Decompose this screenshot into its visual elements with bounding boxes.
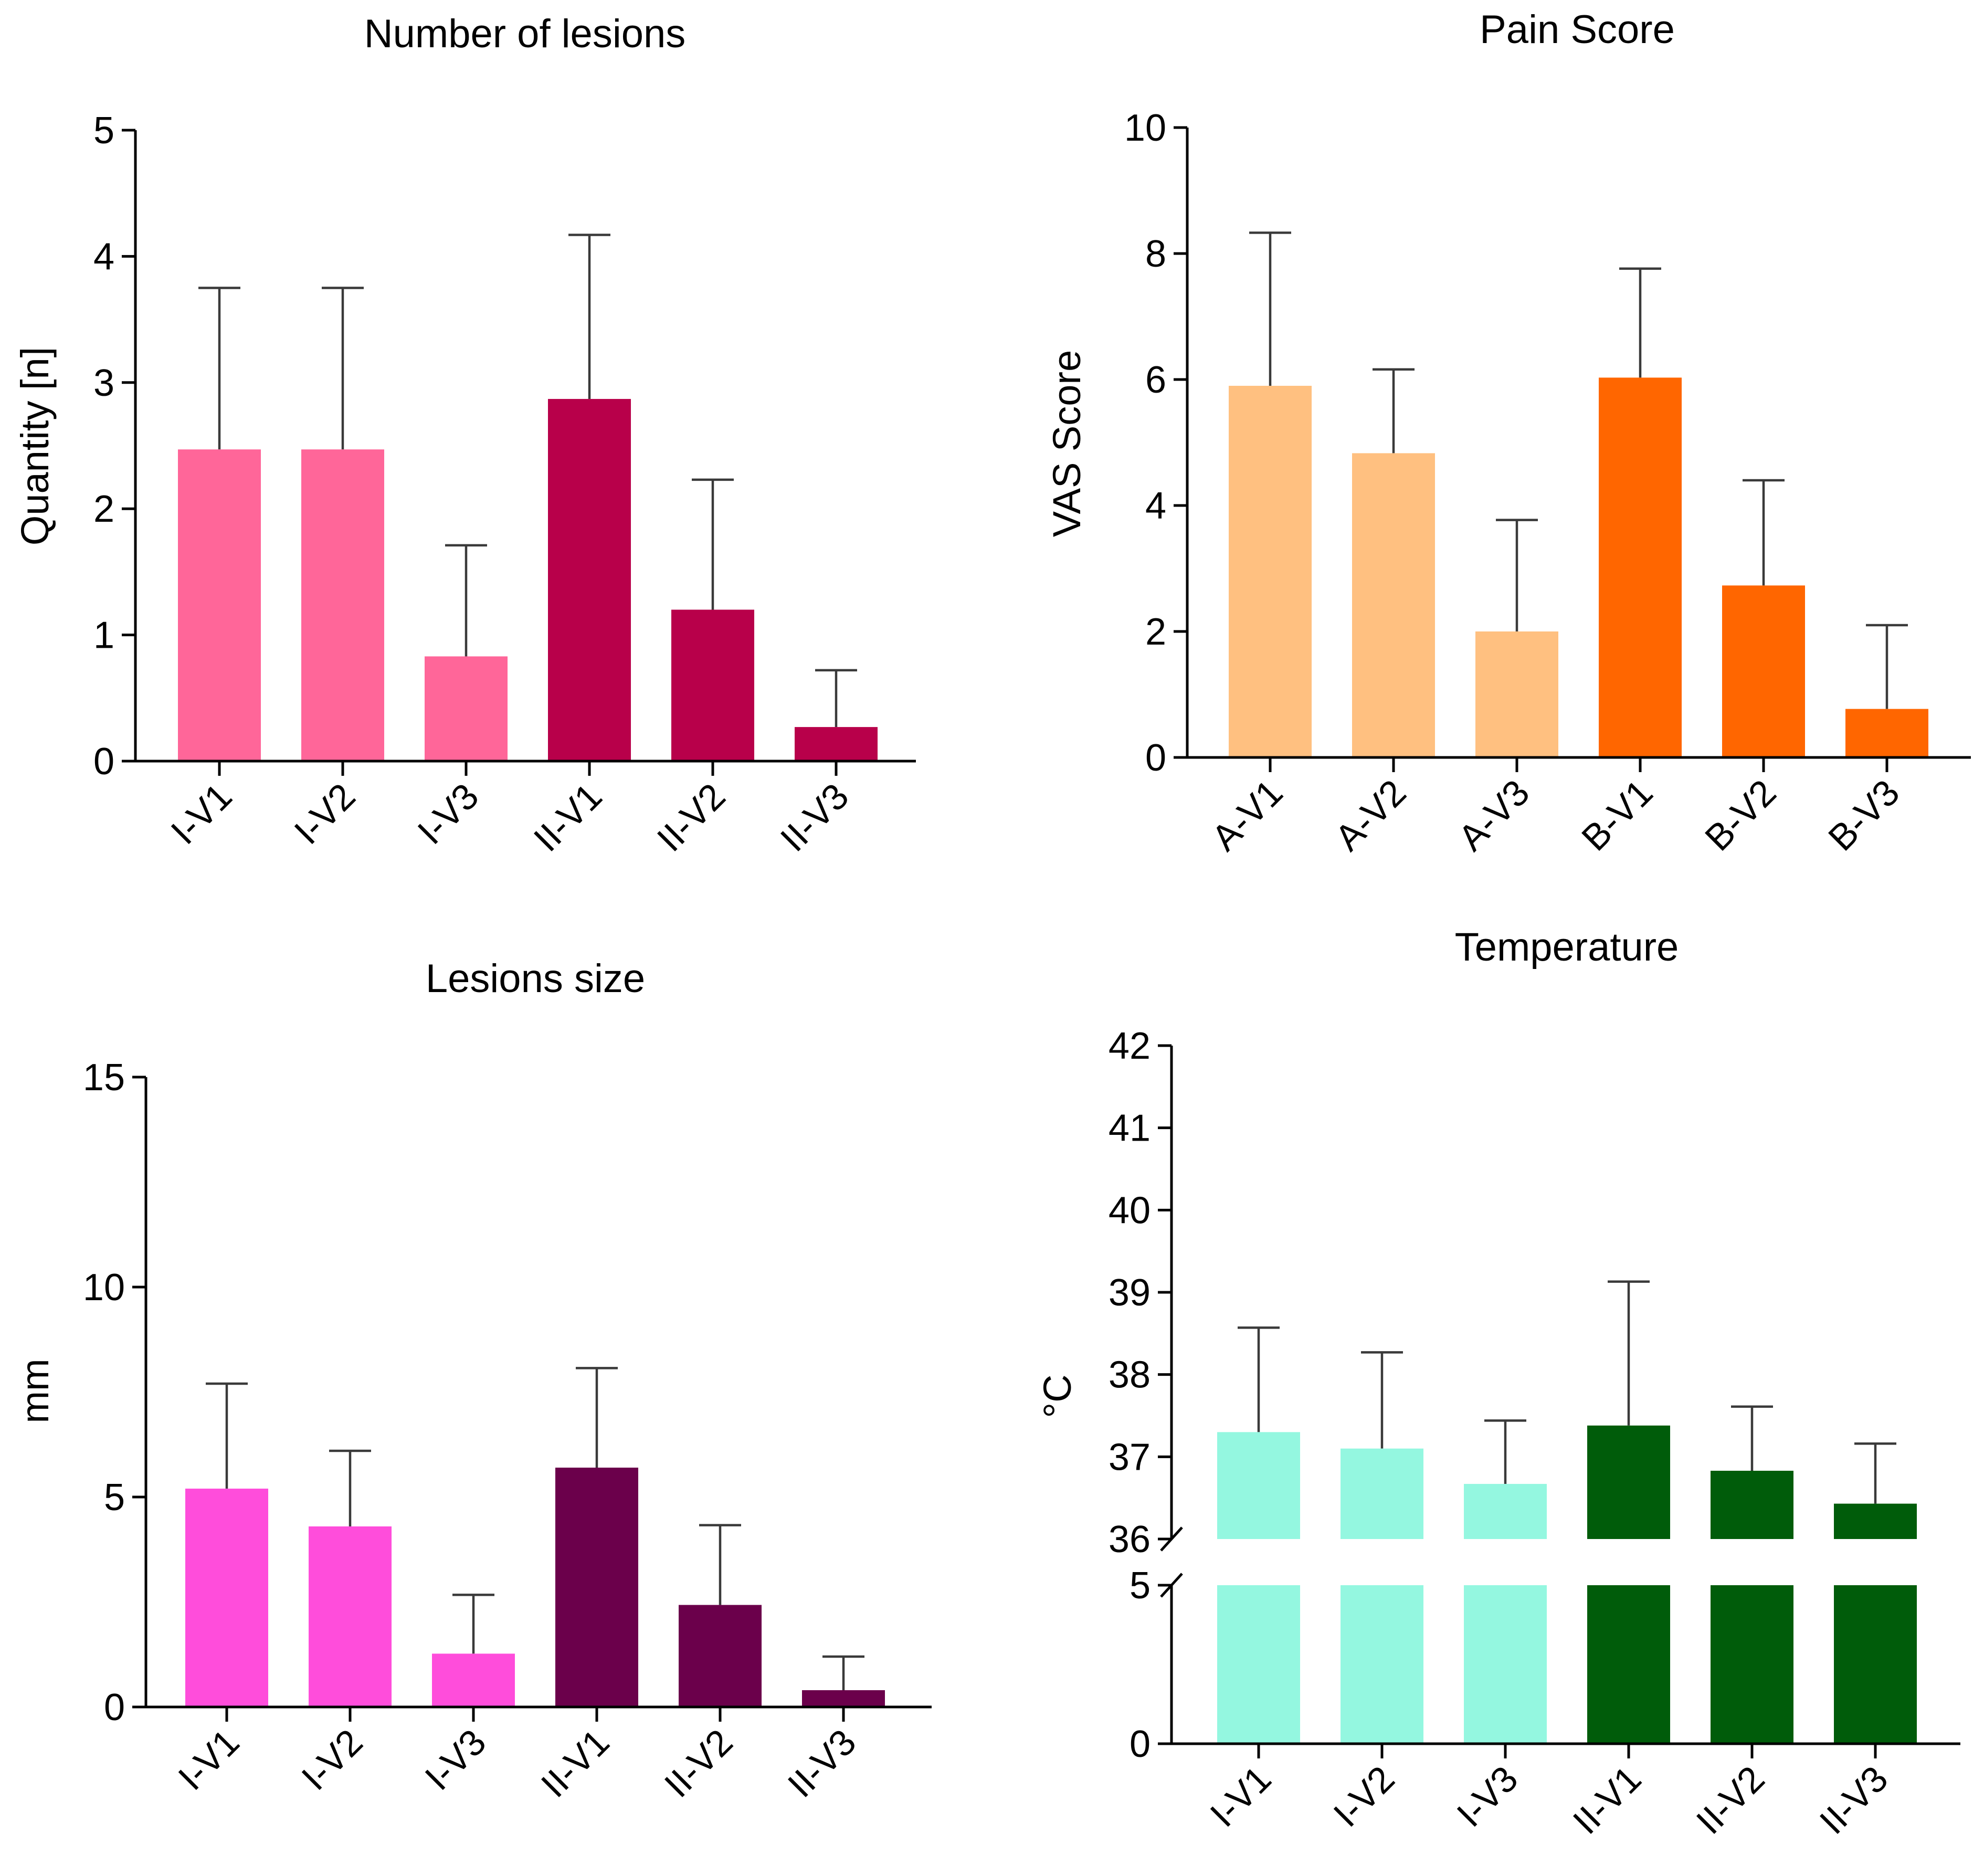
x-tick-label: II-V1 [533,1721,617,1805]
x-tick-label: I-V3 [1449,1758,1526,1835]
pain-score-chart: Pain Score VAS Score 0 2 4 6 8 10 A-V1 A-V2 A-V3… [1045,7,1971,859]
bar-upper-segment [1217,1432,1300,1539]
chart-title: Temperature [1455,925,1679,969]
y-tick-label: 36 [1109,1519,1151,1561]
y-tick-label: 40 [1109,1189,1151,1231]
y-tick-label: 1 [93,615,114,657]
y-tick-label: 8 [1145,233,1166,275]
x-tick-label: II-V2 [649,775,733,859]
y-tick-label: 0 [104,1687,125,1729]
bar [555,1468,638,1707]
bar [802,1690,885,1707]
x-tick-label: II-V1 [526,775,610,859]
x-tick-label: B-V1 [1574,772,1660,858]
bar [1845,709,1928,757]
x-tick-label: II-V2 [1688,1758,1772,1842]
x-tick-label: II-V2 [657,1721,741,1805]
bar-upper-segment [1341,1448,1423,1539]
x-tick-label: I-V2 [294,1721,371,1798]
y-tick-label: 10 [83,1267,125,1309]
bar [301,449,384,761]
bar [178,449,261,761]
y-tick-label: 5 [93,110,114,152]
y-tick-label: 39 [1109,1272,1151,1314]
bar-lower-segment [1464,1585,1547,1744]
bar [1475,631,1558,757]
y-tick-label: 5 [1130,1565,1151,1607]
y-tick-label: 15 [83,1057,125,1099]
bar-lower-segment [1587,1585,1670,1744]
chart-title: Lesions size [426,956,645,1001]
chart-title: Pain Score [1480,7,1675,52]
temperature-chart: Temperature °C 36 37 38 39 40 41 42 0 5 I-V1 I-V2 I… [1036,925,1960,1842]
y-tick-label: 0 [1130,1723,1151,1765]
x-tick-label: I-V1 [171,1721,247,1798]
bar [1229,386,1312,757]
chart-title: Number of lesions [364,12,686,56]
x-tick-label: B-V3 [1820,772,1907,858]
bar-lower-segment [1341,1585,1423,1744]
bar [679,1605,762,1707]
y-tick-label: 5 [104,1477,125,1519]
lesions-count-chart: Number of lesions Quantity [n] 0 1 2 3 4 5 I-V… [13,12,916,859]
bar [671,609,754,761]
x-tick-label: II-V3 [773,775,857,859]
x-tick-label: I-V2 [1326,1758,1402,1835]
bar-lower-segment [1217,1585,1300,1744]
lesions-size-chart: Lesions size mm 0 5 10 15 I-V1 I-V2 I-V3 II-V1 I… [13,956,932,1805]
bar-lower-segment [1834,1585,1917,1744]
bar [1352,453,1435,757]
x-tick-label: A-V2 [1327,772,1413,858]
bar [432,1653,515,1707]
y-tick-label: 4 [93,236,114,278]
y-tick-label: 38 [1109,1354,1151,1396]
y-axis-label: VAS Score [1045,350,1089,537]
x-tick-label: II-V3 [780,1721,864,1805]
bar [185,1489,268,1707]
bar [1722,585,1805,757]
y-tick-label: 2 [93,488,114,530]
bar [425,656,508,761]
bar-upper-segment [1834,1503,1917,1539]
x-tick-label: A-V1 [1204,772,1290,858]
y-tick-label: 0 [93,741,114,783]
y-tick-label: 10 [1124,107,1166,149]
bar [1599,377,1682,757]
y-axis-label: mm [13,1358,57,1423]
x-tick-label: B-V2 [1697,772,1784,858]
y-axis-label: °C [1036,1374,1079,1418]
bar-lower-segment [1711,1585,1793,1744]
bar-upper-segment [1464,1484,1547,1539]
y-tick-label: 2 [1145,611,1166,653]
y-tick-label: 0 [1145,737,1166,779]
bar [548,399,631,761]
y-tick-label: 37 [1109,1436,1151,1478]
x-tick-label: II-V3 [1812,1758,1896,1842]
x-tick-label: I-V3 [417,1721,494,1798]
y-tick-label: 42 [1109,1025,1151,1067]
x-tick-label: I-V1 [1202,1758,1279,1835]
bar [795,727,878,761]
x-tick-label: II-V1 [1565,1758,1649,1842]
x-tick-label: I-V1 [163,775,240,852]
y-axis-label: Quantity [n] [13,347,57,545]
y-tick-label: 3 [93,362,114,404]
x-tick-label: I-V3 [410,775,487,852]
y-tick-label: 4 [1145,485,1166,527]
bar-upper-segment [1587,1425,1670,1539]
y-tick-label: 41 [1109,1108,1151,1150]
bar [309,1526,392,1707]
y-tick-label: 6 [1145,359,1166,401]
bar-upper-segment [1711,1470,1793,1539]
x-tick-label: A-V3 [1450,772,1537,858]
x-tick-label: I-V2 [287,775,363,852]
